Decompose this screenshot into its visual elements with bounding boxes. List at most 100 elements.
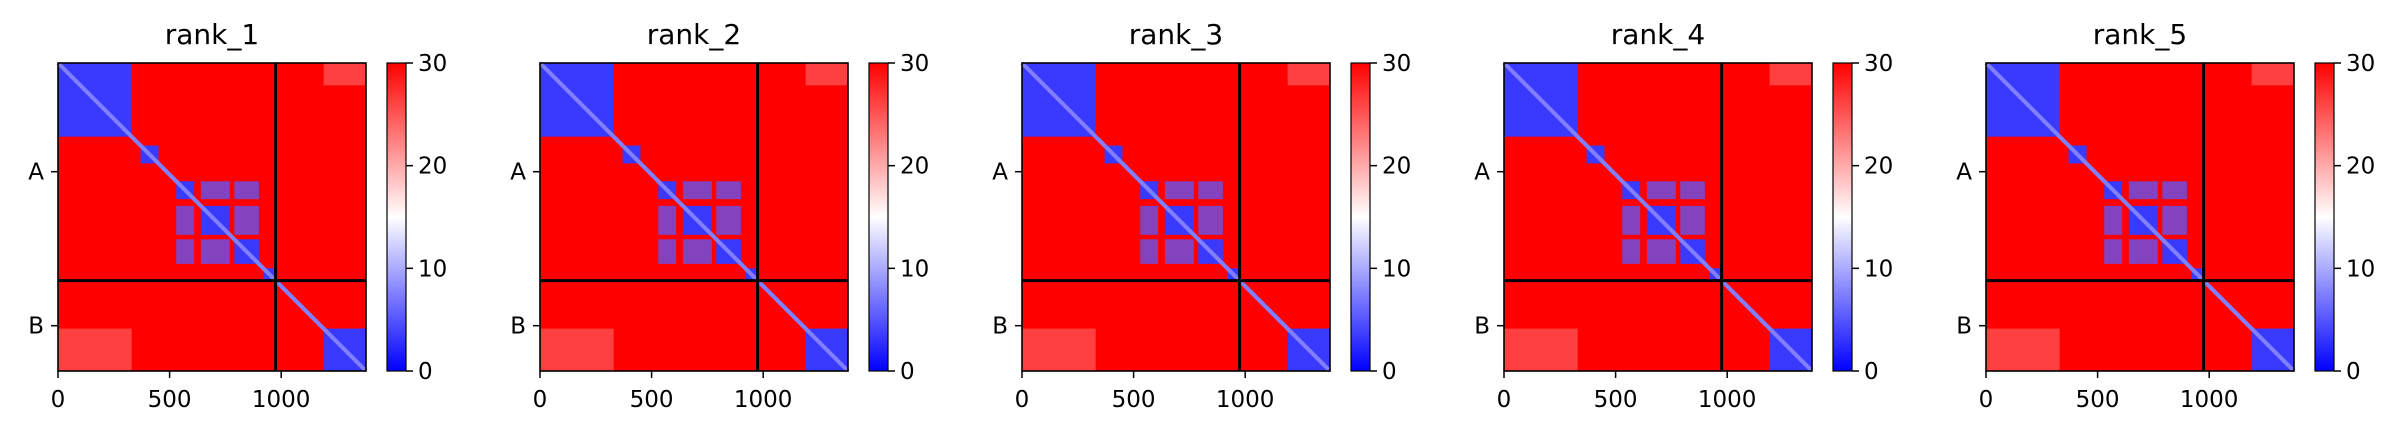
y-tick-label: A [510, 160, 526, 186]
y-tick-label: A [28, 160, 44, 186]
heatmap-diagonal [538, 61, 850, 373]
panel-title: rank_1 [165, 18, 259, 51]
y-tick-label: A [1956, 160, 1972, 186]
heatmap-cell [176, 239, 195, 264]
heatmap-cell [658, 239, 677, 264]
heatmap-cell [1140, 205, 1159, 235]
colorbar [868, 62, 889, 372]
heatmap-cell [1622, 239, 1641, 264]
y-tick-label: B [510, 314, 526, 340]
heatmap-cell [2251, 63, 2294, 86]
colorbar-tick-label: 0 [1864, 359, 1879, 385]
heatmap-cell [1287, 63, 1330, 86]
axes-frame [1021, 62, 1331, 372]
heatmap-cell [1198, 205, 1223, 235]
heatmap-cell [540, 328, 614, 371]
heatmap-cell [200, 239, 230, 264]
x-tick-label: 500 [1594, 387, 1638, 413]
axes-frame [57, 62, 367, 372]
heatmap-diagonal [1984, 61, 2296, 373]
panel-title: rank_2 [647, 18, 741, 51]
colorbar-tick-label: 30 [900, 51, 929, 77]
colorbar-tick-label: 10 [900, 256, 929, 282]
y-tick-label: B [1956, 314, 1972, 340]
heatmap-cell [234, 181, 259, 200]
colorbar-tick-label: 20 [2346, 154, 2375, 180]
panel-5: rank_5 0 500 1000 A B 0 10 20 30 [1956, 18, 2375, 413]
axes-frame [1985, 62, 2295, 372]
panel-title: rank_5 [2093, 18, 2187, 51]
x-tick-label: 1000 [1216, 387, 1275, 413]
heatmap-cell [2104, 205, 2123, 235]
colorbar-tick-label: 0 [900, 359, 915, 385]
heatmap-cell [1198, 181, 1223, 200]
colorbar-tick-label: 0 [418, 359, 433, 385]
heatmap-cell [716, 205, 741, 235]
panel-3: rank_3 0 500 1000 A B 0 10 20 30 [992, 18, 1411, 413]
colorbar [386, 62, 407, 372]
heatmap-cell [805, 63, 848, 86]
heatmap-cell [682, 239, 712, 264]
colorbar-tick-label: 20 [1382, 154, 1411, 180]
heatmap-cell [2128, 181, 2158, 200]
x-tick-label: 1000 [2180, 387, 2239, 413]
heatmap-cell [1646, 239, 1676, 264]
heatmap-diagonal [1502, 61, 1814, 373]
panel-4: rank_4 0 500 1000 A B 0 10 20 30 [1474, 18, 1893, 413]
y-tick-label: B [992, 314, 1008, 340]
heatmap-cell [2128, 239, 2158, 264]
heatmap-cell [1769, 63, 1812, 86]
heatmap-cell [2162, 205, 2187, 235]
y-tick-label: B [28, 314, 44, 340]
heatmap-cell [716, 181, 741, 200]
x-tick-label: 0 [51, 387, 66, 413]
x-tick-label: 0 [533, 387, 548, 413]
colorbar-tick-label: 30 [418, 51, 447, 77]
heatmap-cell [1680, 205, 1705, 235]
axes-frame [1503, 62, 1813, 372]
x-tick-label: 1000 [734, 387, 793, 413]
colorbar [1350, 62, 1371, 372]
heatmap-cell [658, 205, 677, 235]
colorbar-tick-label: 20 [418, 154, 447, 180]
colorbar-tick-label: 10 [1382, 256, 1411, 282]
heatmap-diagonal [1020, 61, 1332, 373]
heatmap-cell [1164, 181, 1194, 200]
x-tick-label: 0 [1015, 387, 1030, 413]
heatmap-cell [176, 205, 195, 235]
heatmap-cell [1504, 328, 1578, 371]
colorbar-tick-label: 20 [1864, 154, 1893, 180]
x-tick-label: 500 [2076, 387, 2120, 413]
heatmap-cell [1680, 181, 1705, 200]
heatmap-cell [1646, 181, 1676, 200]
heatmap-cell [1164, 239, 1194, 264]
heatmap-cell [2104, 239, 2123, 264]
colorbar-tick-label: 10 [418, 256, 447, 282]
colorbar-tick-label: 10 [2346, 256, 2375, 282]
colorbar-tick-label: 10 [1864, 256, 1893, 282]
colorbar-tick-label: 20 [900, 154, 929, 180]
colorbar-tick-label: 30 [1382, 51, 1411, 77]
y-tick-label: B [1474, 314, 1490, 340]
heatmap-cell [200, 181, 230, 200]
colorbar-tick-label: 0 [1382, 359, 1397, 385]
panel-title: rank_3 [1129, 18, 1223, 51]
heatmap-cell [323, 63, 366, 86]
colorbar-tick-label: 0 [2346, 359, 2361, 385]
heatmap-cell [1986, 328, 2060, 371]
y-tick-label: A [992, 160, 1008, 186]
heatmap-cell [1022, 328, 1096, 371]
x-tick-label: 0 [1497, 387, 1512, 413]
panel-title: rank_4 [1611, 18, 1705, 51]
heatmap-cell [1140, 239, 1159, 264]
heatmap-cell [2162, 181, 2187, 200]
colorbar [2314, 62, 2335, 372]
y-tick-label: A [1474, 160, 1490, 186]
colorbar-tick-label: 30 [1864, 51, 1893, 77]
heatmap-cell [234, 205, 259, 235]
x-tick-label: 500 [148, 387, 192, 413]
panel-1: rank_1 0 500 1000 A B 0 10 20 30 [28, 18, 447, 413]
heatmap-cell [1622, 205, 1641, 235]
x-tick-label: 1000 [1698, 387, 1757, 413]
